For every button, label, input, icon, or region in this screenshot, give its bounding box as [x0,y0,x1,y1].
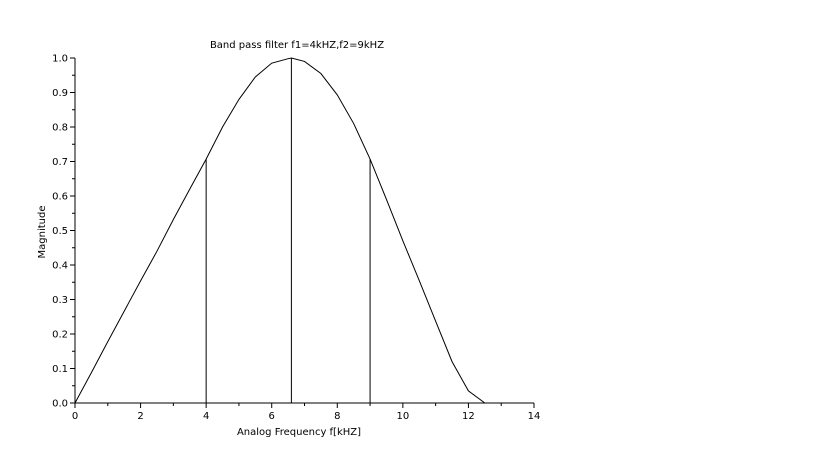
y-tick-label: 0.3 [52,295,68,306]
x-ticks: 0 2 4 6 8 10 12 14 [72,403,541,422]
x-axis-label: Analog Frequency f[kHZ] [237,427,361,438]
x-tick-label: 2 [137,411,143,422]
x-tick-label: 4 [203,411,209,422]
chart-title: Band pass filter f1=4kHZ,f2=9kHZ [210,40,384,51]
y-tick-label: 0.5 [52,226,68,237]
y-tick-label: 0.8 [52,123,68,134]
y-tick-label: 0.6 [52,192,68,203]
y-tick-label: 0.2 [52,330,68,341]
y-tick-label: 0.9 [52,88,68,99]
magnitude-curve [74,57,486,404]
y-axis-label: Magnitude [37,206,48,259]
x-tick-label: 0 [72,411,78,422]
x-tick-label: 12 [462,411,475,422]
y-tick-label: 0.0 [52,399,68,410]
cutoff-lines [205,58,371,403]
y-tick-label: 0.7 [52,157,68,168]
y-ticks: 0.0 0.1 0.2 0.3 0.4 0.5 0.6 0.7 0.8 0.9 1.0 [52,54,75,410]
y-tick-label: 0.4 [52,261,68,272]
x-tick-label: 10 [396,411,409,422]
y-tick-label: 0.1 [52,364,68,375]
plot-area: 0 2 4 6 8 10 12 14 0.00.10.20.30.40.50.60.70.80… [52,54,540,423]
y-tick-label: 1.0 [52,54,68,65]
x-tick-label: 8 [334,411,340,422]
x-tick-label: 6 [269,411,275,422]
x-tick-label: 14 [528,411,541,422]
